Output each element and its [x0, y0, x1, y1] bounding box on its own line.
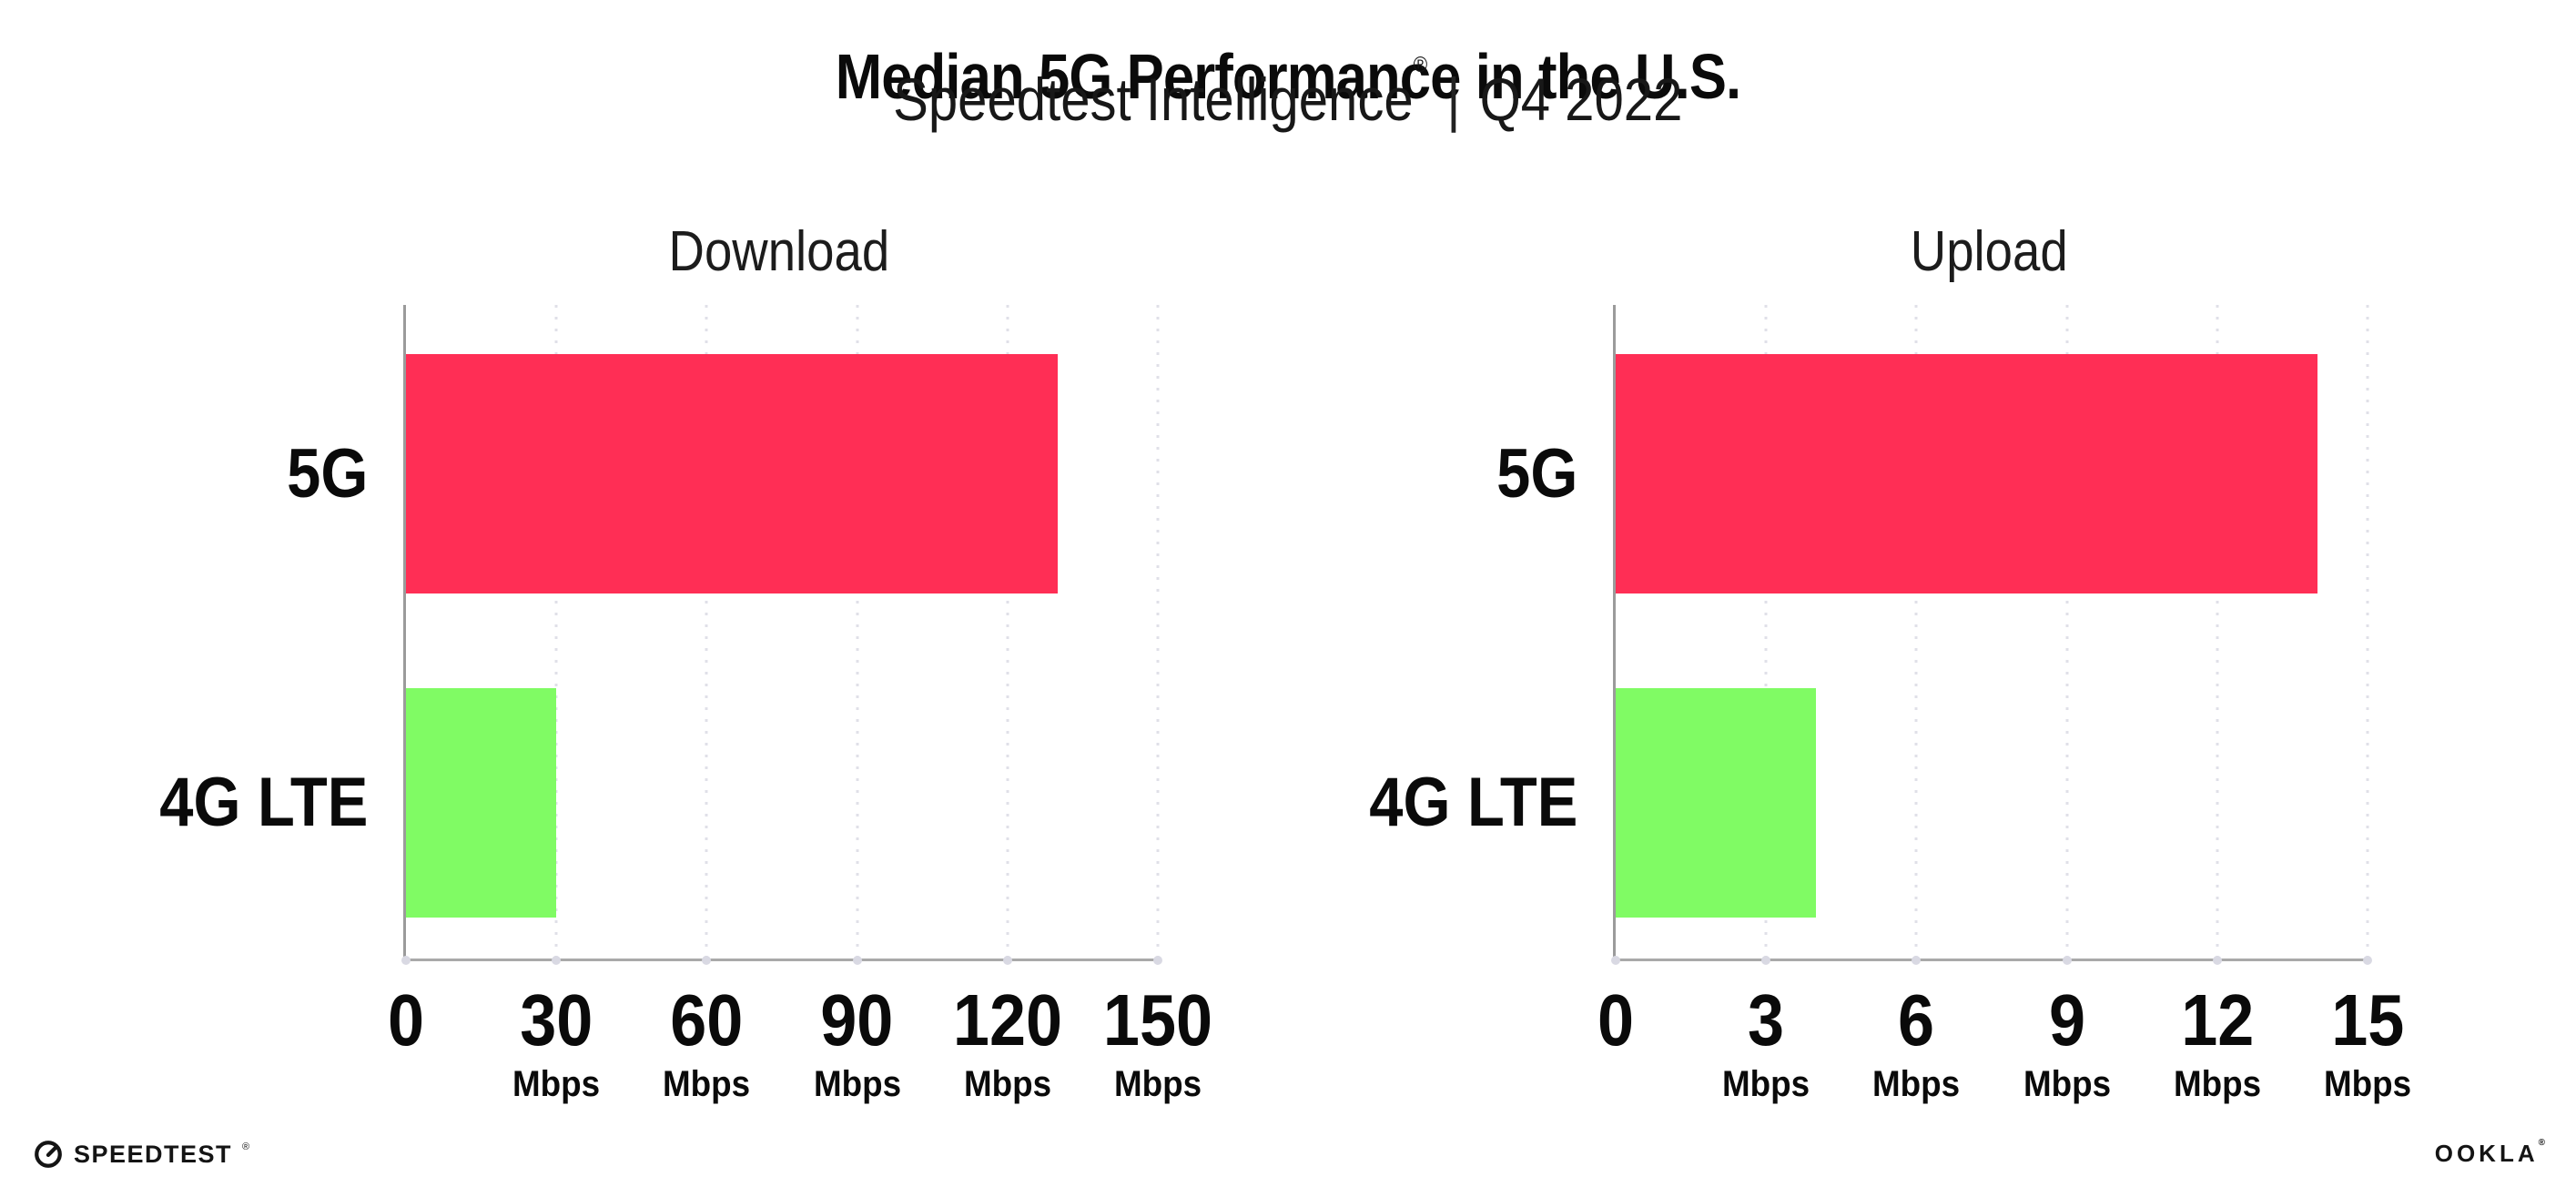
category-label-4g-lte: 4G LTE	[1368, 764, 1577, 842]
x-tick-number: 0	[387, 979, 425, 1060]
axis-tick-dot	[1002, 956, 1012, 965]
page-title-text: Median 5G Performance in the U.S.	[835, 40, 1741, 112]
subtitle-period: Q4 2022	[1479, 66, 1683, 133]
upload-chart-title: Upload	[1910, 220, 2068, 283]
x-tick-unit: Mbps	[1113, 1064, 1202, 1104]
x-tick-number: 0	[1597, 979, 1635, 1060]
x-tick: 0	[386, 959, 427, 1057]
speedtest-logo: SPEEDTEST ®	[33, 1136, 249, 1172]
upload-plot-area: 5G 4G LTE 0 3 Mbps 6 Mbps 9 Mbps 12 Mbps 15 Mbps	[1369, 305, 2411, 1102]
x-tick-number: 9	[2048, 979, 2085, 1060]
x-tick-number: 60	[670, 979, 744, 1060]
axis-tick-dot	[1611, 956, 1620, 965]
bar-row-5g: 5G	[287, 353, 1158, 594]
gridline	[1156, 305, 1160, 959]
x-tick-number: 15	[2330, 979, 2405, 1060]
bar-4g-lte	[406, 687, 557, 918]
gridline	[2216, 305, 2219, 959]
x-tick-unit: Mbps	[1872, 1064, 1961, 1104]
download-chart-title: Download	[668, 220, 890, 283]
category-label-5g: 5G	[1496, 434, 1577, 512]
bar-row-4g-lte: 4G LTE	[1369, 687, 2368, 918]
x-tick-number: 120	[952, 979, 1062, 1060]
bar-4g-lte	[1616, 687, 1817, 918]
x-tick: 150 Mbps	[1097, 959, 1218, 1104]
axis-tick-dot	[2062, 956, 2072, 965]
gridline	[2366, 305, 2369, 959]
bar-5g	[1616, 353, 2317, 594]
speedtest-wordmark: SPEEDTEST	[74, 1140, 233, 1168]
gridline	[1914, 305, 1918, 959]
axis-tick-dot	[1761, 956, 1771, 965]
x-tick-unit: Mbps	[663, 1064, 751, 1104]
bar-row-4g-lte: 4G LTE	[159, 687, 1158, 918]
axis-tick-dot	[2212, 956, 2222, 965]
x-tick-number: 6	[1898, 979, 1935, 1060]
x-tick-number: 12	[2180, 979, 2254, 1060]
ookla-registered-mark: ®	[2538, 1138, 2545, 1149]
x-tick: 3 Mbps	[1719, 959, 1813, 1104]
x-tick-number: 3	[1748, 979, 1785, 1060]
axis-tick-dot	[401, 956, 411, 965]
x-tick-number: 30	[520, 979, 593, 1060]
x-tick: 12 Mbps	[2170, 959, 2265, 1104]
x-tick: 0	[1596, 959, 1637, 1057]
x-axis-tick-labels: 0 3 Mbps 6 Mbps 9 Mbps 12 Mbps 15 Mbps	[1597, 959, 2411, 1104]
bar-5g	[406, 353, 1058, 594]
x-tick-unit: Mbps	[2323, 1064, 2412, 1104]
x-tick-unit: Mbps	[1722, 1064, 1810, 1104]
x-tick-unit: Mbps	[2173, 1064, 2261, 1104]
bar-row-5g: 5G	[1496, 353, 2368, 594]
gridline	[554, 305, 558, 959]
category-label-4g-lte: 4G LTE	[158, 764, 368, 842]
x-tick: 15 Mbps	[2320, 959, 2415, 1104]
x-tick-unit: Mbps	[2023, 1064, 2111, 1104]
axis-tick-dot	[2363, 956, 2372, 965]
registered-trademark-mark: ®	[1413, 53, 1428, 77]
gridline	[2065, 305, 2069, 959]
x-tick: 30 Mbps	[509, 959, 603, 1104]
x-tick: 120 Mbps	[947, 959, 1068, 1104]
x-tick: 60 Mbps	[659, 959, 754, 1104]
axis-tick-dot	[702, 956, 712, 965]
x-axis-tick-labels: 0 30 Mbps 60 Mbps 90 Mbps 120 Mbps 150 Mbps	[388, 959, 1212, 1104]
axis-tick-dot	[552, 956, 562, 965]
x-tick-number: 150	[1102, 979, 1213, 1060]
gridline	[705, 305, 708, 959]
x-tick-number: 90	[820, 979, 894, 1060]
speedtest-gauge-icon	[33, 1139, 64, 1170]
x-tick: 90 Mbps	[809, 959, 904, 1104]
page-title: Median 5G Performance in the U.S.	[0, 45, 2576, 108]
axis-tick-dot	[1153, 956, 1162, 965]
page-subtitle: Speedtest Intelligence® | Q4 2022	[0, 55, 2576, 130]
x-tick-unit: Mbps	[813, 1064, 901, 1104]
ookla-logo: OOKLA®	[2434, 1138, 2545, 1167]
category-label-5g: 5G	[286, 434, 368, 512]
x-tick-unit: Mbps	[963, 1064, 1051, 1104]
gridline	[1006, 305, 1009, 959]
ookla-wordmark: OOKLA	[2434, 1140, 2539, 1167]
subtitle-separator: |	[1446, 66, 1461, 133]
axis-tick-dot	[852, 956, 862, 965]
x-tick: 9 Mbps	[2019, 959, 2114, 1104]
subtitle-brand: Speedtest Intelligence	[893, 66, 1414, 133]
download-plot-area: 5G 4G LTE 0 30 Mbps 60 Mbps 90 Mbps 120 Mbps 150 Mbp…	[159, 305, 1212, 1102]
x-tick: 6 Mbps	[1869, 959, 1963, 1104]
gridline	[856, 305, 859, 959]
axis-tick-dot	[1912, 956, 1922, 965]
x-tick-unit: Mbps	[512, 1064, 601, 1104]
speedtest-registered-mark: ®	[242, 1141, 250, 1152]
gridline	[1764, 305, 1768, 959]
